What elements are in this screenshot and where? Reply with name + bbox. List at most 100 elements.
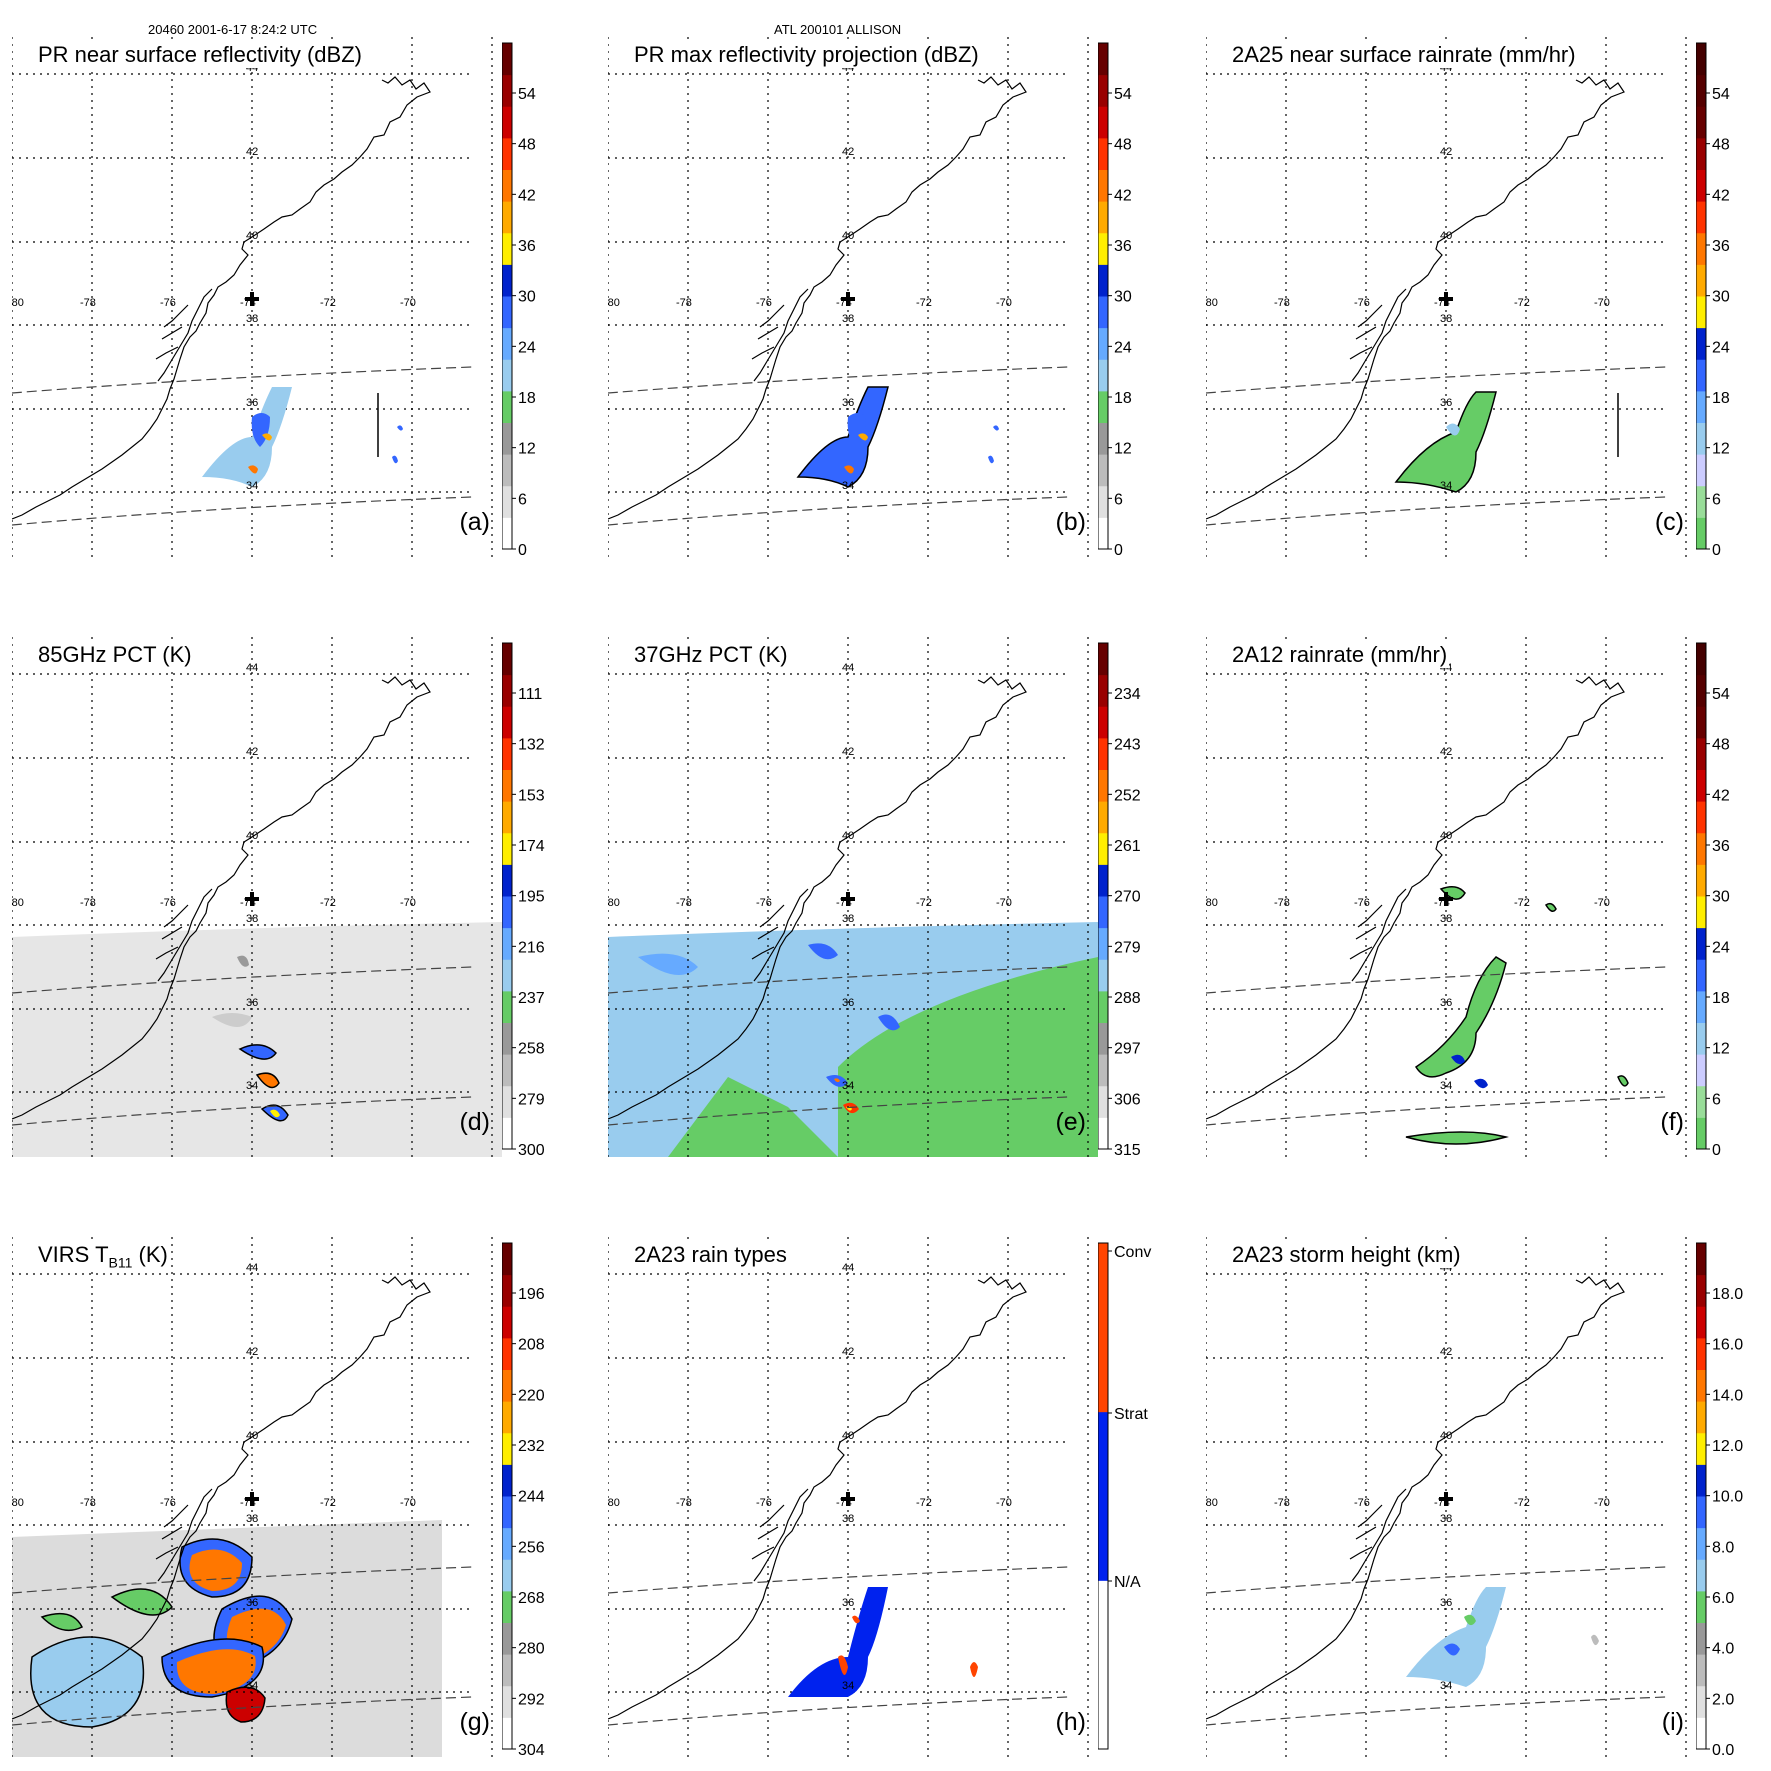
panel-letter: (c) [1654, 508, 1684, 536]
colorbar-swatch [1098, 74, 1108, 107]
lat-label: 38 [1440, 913, 1452, 925]
lon-label: -70 [400, 897, 416, 909]
lon-label: -70 [400, 1497, 416, 1509]
colorbar-swatch [502, 1054, 512, 1087]
colorbar-tick-label: 132 [518, 737, 545, 754]
lon-label: -74 [836, 297, 852, 309]
colorbar-swatch [1098, 801, 1108, 834]
colorbar-swatch [502, 1622, 512, 1655]
figure-svg: 54 48 42 36 30 24 18 12 6 0 [1696, 42, 1730, 557]
lon-label: -70 [1594, 297, 1610, 309]
coastline [608, 1276, 1027, 1720]
lat-label: 38 [842, 913, 854, 925]
panel-title: 37GHz PCT (K) [632, 642, 790, 668]
colorbar-swatch [502, 1022, 512, 1055]
lon-label: -70 [1594, 897, 1610, 909]
colorbar-swatch [502, 201, 512, 234]
colorbar-swatch [502, 1717, 512, 1750]
colorbar: 18.0 16.0 14.0 12.0 10.0 8.0 6.0 4.0 2.0 0.0 [1696, 1237, 1766, 1757]
panel-title: 2A12 rainrate (mm/hr) [1230, 642, 1450, 668]
colorbar-swatch [1098, 390, 1108, 423]
colorbar: 54 48 42 36 30 24 18 12 6 0 [502, 37, 572, 557]
map-element [1439, 886, 1466, 900]
panel-letter: (b) [1055, 508, 1086, 536]
lat-label: 34 [246, 1680, 258, 1692]
map-element [970, 1662, 978, 1677]
colorbar-tick-label: 243 [1114, 737, 1141, 754]
colorbar-swatch [1098, 296, 1108, 329]
colorbar-swatch [1696, 1654, 1706, 1687]
lat-label: 38 [1440, 313, 1452, 325]
colorbar-swatch [1098, 990, 1108, 1023]
pct85-field [12, 922, 502, 1157]
swath-edge [12, 1696, 473, 1726]
colorbar-swatch [1696, 674, 1706, 707]
lon-label: -74 [836, 897, 852, 909]
colorbar-swatch [1696, 959, 1706, 992]
colorbar-swatch [502, 517, 512, 550]
lat-label: 42 [246, 1346, 258, 1358]
colorbar-swatch [502, 1274, 512, 1307]
map-element [1591, 1634, 1599, 1646]
panel-title: PR max reflectivity projection (dBZ) [632, 42, 981, 68]
swath-edge [1206, 1566, 1667, 1594]
colorbar-tick-label: 48 [1712, 137, 1730, 154]
lat-label: 38 [246, 313, 258, 325]
colorbar-swatch [502, 390, 512, 423]
colorbar-tick-label: 42 [518, 187, 536, 204]
lon-label: -72 [1514, 1497, 1530, 1509]
colorbar-tick-label: 270 [1114, 889, 1141, 906]
lon-label: -74 [1434, 897, 1450, 909]
colorbar-swatch [1098, 769, 1108, 802]
chesapeake-bay [751, 288, 809, 382]
colorbar-swatch [1696, 296, 1706, 329]
map-element [189, 1549, 242, 1591]
colorbar-swatch [1696, 1527, 1706, 1560]
colorbar-swatch [502, 1369, 512, 1402]
colorbar-swatch [502, 959, 512, 992]
colorbar-tick-label: 0 [518, 542, 527, 557]
colorbar-swatch [1696, 990, 1706, 1023]
colorbar-tick-label: 6 [518, 491, 527, 508]
colorbar-tick-label: 6 [1114, 491, 1123, 508]
map-element [1406, 1587, 1506, 1687]
lat-label: 40 [1440, 830, 1452, 842]
colorbar-swatch [502, 1432, 512, 1465]
lon-label: -74 [836, 1497, 852, 1509]
swath-edge [1206, 966, 1667, 994]
lon-label: -74 [1434, 297, 1450, 309]
coastline [12, 76, 431, 520]
colorbar-tick-label: 54 [1712, 86, 1730, 103]
colorbar-tick-label: 220 [518, 1387, 545, 1404]
lon-label: -72 [1514, 297, 1530, 309]
swath-edge [608, 1696, 1069, 1726]
swath-edge [608, 1566, 1069, 1594]
colorbar-swatch [502, 1654, 512, 1687]
coastline [1206, 1276, 1625, 1720]
colorbar-swatch [1696, 1590, 1706, 1623]
figure-svg: 54 48 42 36 30 24 18 12 6 0 [1098, 42, 1132, 557]
colorbar-swatch [1696, 106, 1706, 139]
lon-label: -78 [80, 1497, 96, 1509]
figure-svg: 18.0 16.0 14.0 12.0 10.0 8.0 6.0 4.0 2.0 0.0 [1696, 1242, 1743, 1757]
colorbar-tick-label: 279 [518, 1091, 545, 1108]
colorbar-swatch [502, 832, 512, 865]
map-element [1394, 391, 1497, 493]
swath-edge [1206, 1696, 1667, 1726]
colorbar-swatch [1098, 832, 1108, 865]
colorbar-swatch [1696, 422, 1706, 455]
map-element [796, 386, 889, 488]
colorbar-swatch [502, 864, 512, 897]
colorbar-tick-label: 256 [518, 1539, 545, 1556]
colorbar-swatch [1696, 832, 1706, 865]
colorbar-swatch [1098, 1054, 1108, 1087]
map-element [668, 1077, 838, 1157]
colorbar-tick-label: 42 [1712, 787, 1730, 804]
